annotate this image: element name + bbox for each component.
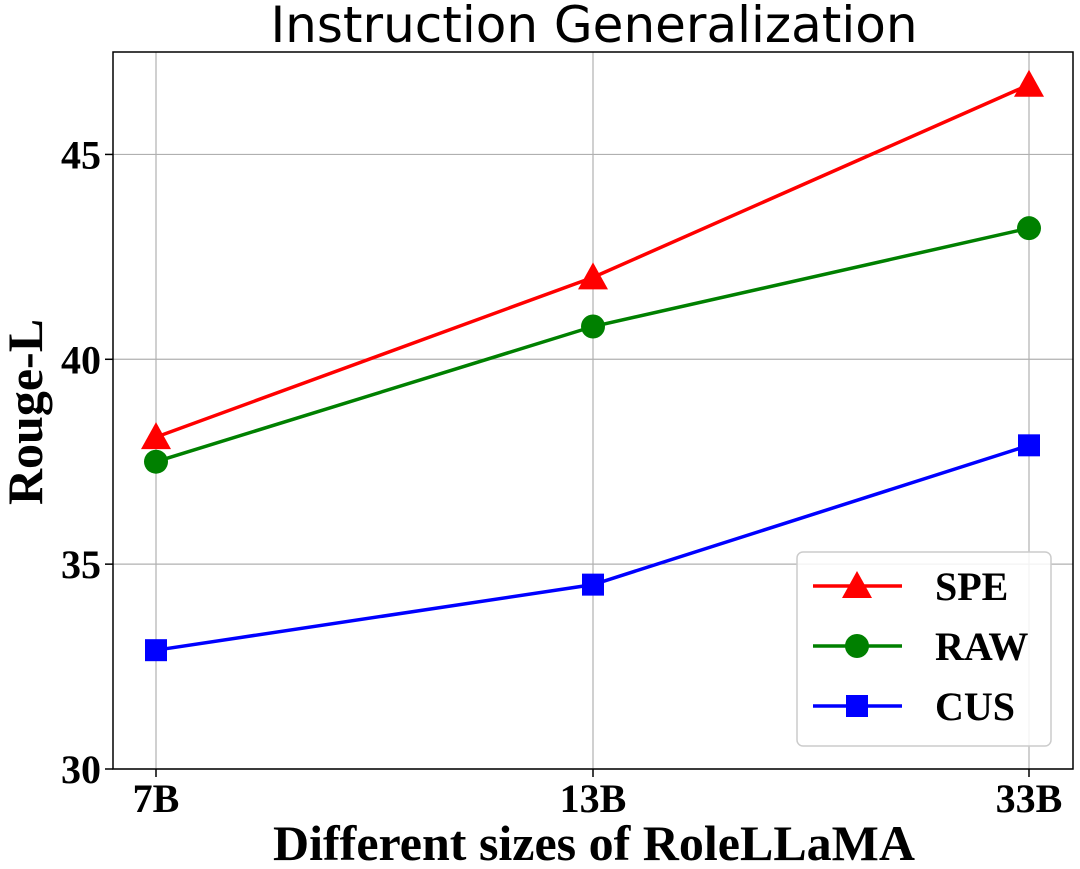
series-group — [141, 69, 1044, 662]
series-raw — [144, 216, 1041, 474]
x-tick-label: 33B — [996, 776, 1063, 821]
data-point-spe — [1014, 69, 1044, 97]
legend-label-cus: CUS — [935, 684, 1015, 729]
legend: SPE RAW CUS — [796, 551, 1052, 747]
legend-marker-cus — [846, 695, 868, 717]
legend-label-spe: SPE — [935, 564, 1008, 609]
legend-marker-raw — [845, 634, 869, 658]
legend-label-raw: RAW — [935, 624, 1028, 669]
series-spe — [141, 69, 1044, 450]
y-tick-label: 35 — [61, 542, 101, 587]
y-tick-label: 45 — [61, 132, 101, 177]
data-point-raw — [1017, 216, 1041, 241]
data-point-cus — [1018, 434, 1040, 457]
y-axis: 30 35 40 45 — [61, 132, 113, 792]
x-axis: 7B 13B 33B — [133, 769, 1063, 821]
data-point-spe — [578, 262, 608, 290]
x-tick-label: 13B — [560, 776, 627, 821]
legend-marker-spe — [842, 571, 872, 598]
data-point-cus — [145, 639, 167, 662]
chart-title: Instruction Generalization — [270, 0, 917, 54]
y-axis-label: Rouge-L — [0, 319, 53, 505]
data-point-cus — [582, 573, 604, 596]
series-cus — [145, 434, 1040, 662]
data-point-raw — [581, 314, 605, 339]
y-tick-label: 30 — [61, 747, 101, 792]
x-axis-label: Different sizes of RoleLLaMA — [273, 815, 915, 869]
data-point-spe — [141, 422, 171, 450]
y-tick-label: 40 — [61, 337, 101, 382]
data-point-raw — [144, 449, 168, 474]
x-tick-label: 7B — [133, 776, 180, 821]
